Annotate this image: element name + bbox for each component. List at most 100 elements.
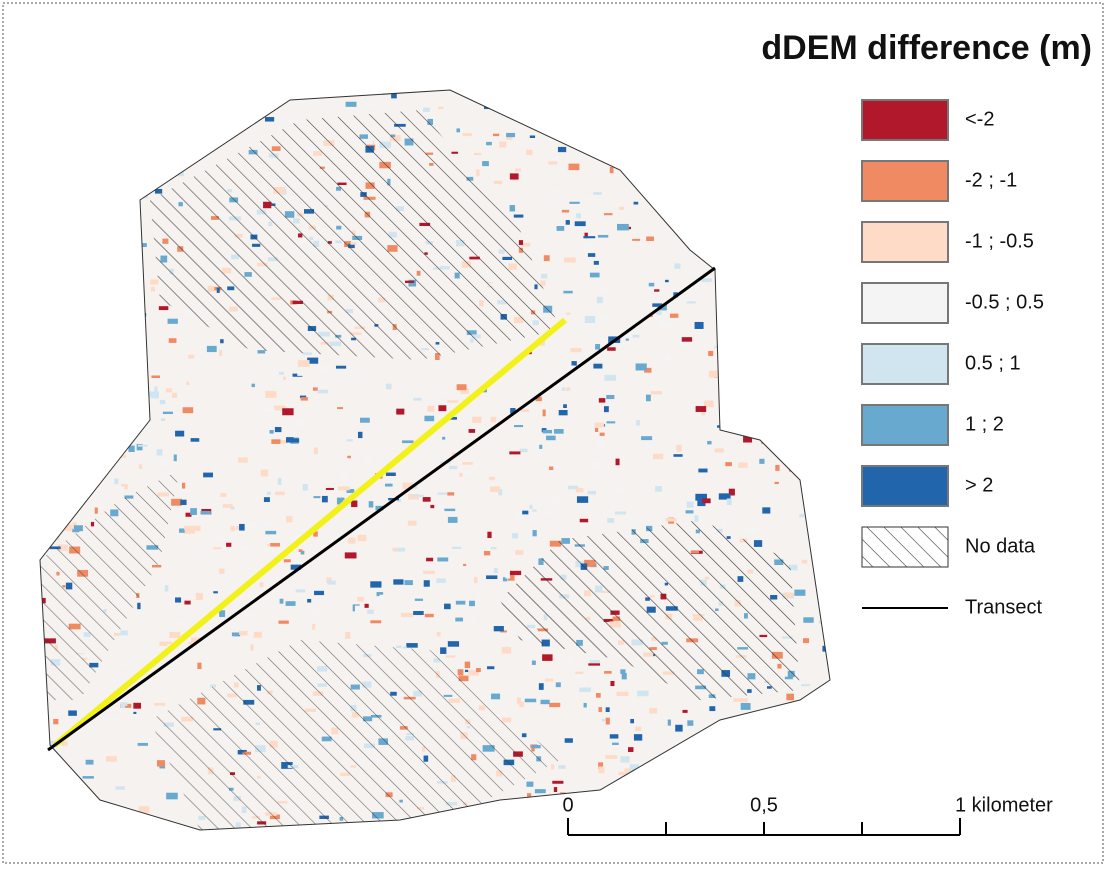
- raster-cell: [275, 492, 285, 495]
- raster-cell: [517, 487, 525, 489]
- raster-cell: [364, 458, 372, 464]
- raster-cell: [486, 575, 497, 579]
- raster-cell: [786, 694, 794, 701]
- raster-cell: [247, 523, 256, 528]
- raster-cell: [528, 366, 538, 368]
- raster-cell: [233, 586, 237, 590]
- raster-cell: [470, 618, 476, 623]
- raster-cell: [551, 497, 558, 502]
- raster-cell: [599, 398, 605, 402]
- raster-cell: [163, 412, 173, 414]
- raster-cell: [549, 703, 560, 707]
- raster-cell: [577, 496, 588, 503]
- raster-cell: [594, 423, 604, 428]
- raster-cell: [459, 473, 462, 477]
- raster-cell: [487, 666, 494, 669]
- raster-cell: [606, 718, 610, 725]
- raster-cell: [746, 527, 758, 533]
- raster-cell: [260, 522, 272, 527]
- raster-cell: [615, 512, 626, 515]
- raster-cell: [687, 502, 694, 508]
- raster-cell: [484, 551, 490, 555]
- raster-cell: [279, 372, 284, 375]
- raster-cell: [668, 720, 671, 726]
- raster-cell: [95, 508, 98, 514]
- raster-cell: [535, 789, 546, 793]
- raster-cell: [674, 263, 680, 268]
- raster-cell: [665, 355, 671, 361]
- raster-cell: [646, 395, 651, 402]
- raster-cell: [449, 466, 457, 469]
- raster-cell: [423, 497, 431, 502]
- raster-cell: [690, 293, 699, 297]
- raster-cell: [477, 595, 481, 601]
- raster-cell: [180, 500, 186, 505]
- raster-cell: [313, 496, 320, 498]
- raster-cell: [576, 213, 581, 218]
- raster-cell: [605, 755, 617, 759]
- raster-cell: [522, 511, 528, 515]
- raster-cell: [273, 374, 277, 378]
- raster-cell: [530, 135, 535, 138]
- raster-cell: [189, 526, 200, 531]
- raster-cell: [283, 377, 286, 380]
- raster-cell: [701, 278, 712, 282]
- raster-cell: [566, 387, 570, 391]
- raster-cell: [509, 451, 520, 454]
- raster-cell: [506, 133, 515, 137]
- raster-cell: [175, 597, 181, 602]
- raster-cell: [157, 449, 163, 455]
- raster-cell: [510, 205, 515, 211]
- raster-cell: [563, 404, 567, 408]
- raster-cell: [566, 220, 570, 225]
- raster-cell: [514, 425, 523, 427]
- raster-cell: [355, 606, 360, 612]
- raster-cell: [326, 488, 334, 490]
- raster-cell: [590, 462, 601, 468]
- raster-cell: [345, 552, 357, 558]
- raster-cell: [314, 591, 324, 595]
- raster-cell: [598, 766, 604, 773]
- legend-swatch: [862, 222, 948, 262]
- raster-cell: [428, 367, 437, 372]
- raster-cell: [584, 703, 587, 708]
- raster-cell: [169, 338, 177, 343]
- raster-cell: [635, 727, 641, 731]
- raster-cell: [607, 518, 614, 523]
- raster-cell: [469, 601, 475, 606]
- raster-cell: [150, 279, 158, 284]
- raster-cell: [515, 168, 521, 171]
- raster-cell: [670, 314, 678, 318]
- raster-cell: [351, 501, 357, 508]
- raster-cell: [239, 631, 248, 635]
- raster-cell: [580, 519, 588, 523]
- raster-cell: [557, 226, 565, 231]
- raster-cell: [482, 161, 489, 166]
- raster-cell: [563, 291, 572, 294]
- raster-cell: [775, 465, 779, 471]
- raster-cell: [775, 482, 779, 484]
- raster-cell: [83, 776, 94, 779]
- legend-label: > 2: [965, 474, 993, 496]
- raster-cell: [709, 706, 715, 711]
- raster-cell: [569, 202, 579, 204]
- raster-cell: [220, 493, 226, 497]
- raster-cell: [799, 514, 804, 517]
- raster-cell: [191, 549, 196, 555]
- raster-cell: [590, 273, 600, 278]
- raster-cell: [520, 449, 528, 453]
- legend-title: dDEM difference (m): [761, 29, 1092, 67]
- raster-cell: [759, 459, 764, 464]
- raster-cell: [673, 454, 682, 457]
- raster-cell: [585, 316, 595, 323]
- raster-cell: [562, 387, 565, 390]
- raster-cell: [463, 133, 472, 136]
- raster-cell: [209, 559, 216, 561]
- raster-cell: [469, 429, 475, 433]
- raster-cell: [297, 371, 303, 376]
- raster-cell: [189, 642, 193, 644]
- raster-cell: [138, 743, 148, 746]
- raster-cell: [604, 671, 612, 674]
- raster-cell: [178, 621, 188, 626]
- raster-cell: [313, 387, 318, 390]
